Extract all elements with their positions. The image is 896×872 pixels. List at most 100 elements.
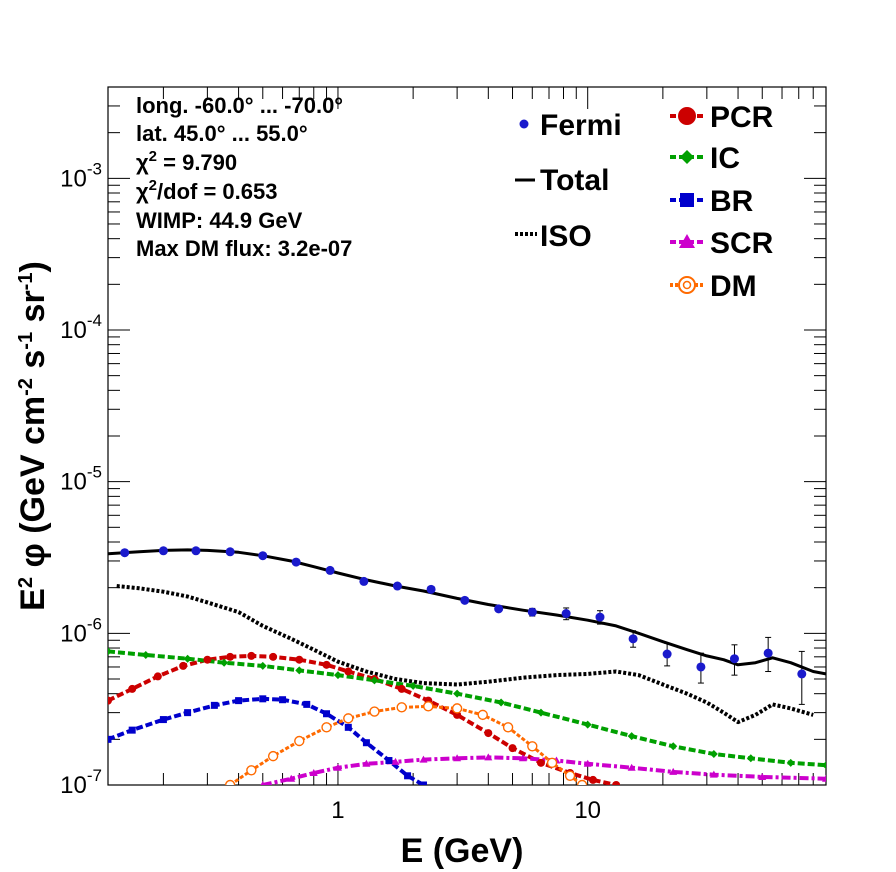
- dm-point: [423, 701, 434, 712]
- scr-point: [758, 772, 767, 780]
- fermi-point: [291, 557, 301, 567]
- br-point: [108, 735, 112, 743]
- series-layer: [108, 548, 826, 785]
- legend-br-label: BR: [710, 185, 754, 218]
- ic-point: [669, 742, 678, 751]
- pcr-point: [153, 672, 162, 681]
- br-point: [344, 723, 352, 731]
- info-max-dm: Max DM flux: 3.2e-07: [136, 236, 352, 261]
- ic-point: [627, 732, 636, 741]
- br-point: [235, 697, 243, 705]
- legend-total-label: Total: [540, 164, 609, 197]
- scr-point: [419, 755, 428, 763]
- legend-br-marker: [680, 193, 694, 207]
- pcr-point: [536, 758, 545, 767]
- pcr-point: [128, 684, 137, 693]
- ic-point: [583, 720, 592, 729]
- info-longitude: long. -60.0° ... -70.0°: [136, 93, 343, 118]
- scr-point: [362, 759, 371, 767]
- dm-point: [477, 709, 488, 721]
- fermi-point: [191, 546, 201, 556]
- br-point: [385, 757, 393, 765]
- y-tick-base: 10: [60, 772, 87, 799]
- pcr-point: [588, 775, 597, 784]
- dm-point: [564, 770, 576, 781]
- legend-ic-marker: [680, 150, 694, 164]
- x-tick-label: 10: [574, 797, 601, 824]
- chi2dof-sup: 2: [149, 177, 157, 194]
- fermi-point: [595, 612, 605, 622]
- ic-point: [822, 761, 826, 770]
- ic-point: [141, 650, 150, 659]
- dm-point: [546, 757, 558, 769]
- ic-point: [746, 754, 755, 763]
- pcr-point: [397, 684, 406, 693]
- fit-info: long. -60.0° ... -70.0° lat. 45.0° ... 5…: [136, 93, 352, 261]
- pcr-point: [295, 655, 304, 664]
- fermi-point: [120, 548, 130, 558]
- dm-point: [224, 779, 236, 785]
- br-point: [128, 726, 136, 734]
- fermi-point: [392, 581, 402, 591]
- ic-point: [183, 654, 192, 663]
- y-axis-title: E2 φ (GeV cm-2 s-1 sr-1): [14, 261, 52, 611]
- chi2-sup: 2: [149, 148, 157, 165]
- ic-point: [786, 758, 795, 767]
- legend-scr-marker: [679, 234, 695, 248]
- fermi-point: [628, 634, 638, 644]
- legend-dm-marker: [678, 276, 696, 294]
- y-tick-base: 10: [60, 469, 87, 496]
- legend-pcr-marker: [678, 107, 696, 125]
- scr-point: [333, 763, 342, 771]
- fermi-point: [527, 607, 537, 617]
- ylabel-part: ): [14, 261, 52, 272]
- chi2-value: = 9.790: [157, 150, 237, 175]
- scr-point: [309, 768, 318, 776]
- scr-point: [453, 754, 462, 762]
- legend-pcr-label: PCR: [710, 101, 774, 134]
- info-chi2-dof: χ2/dof = 0.653: [136, 177, 277, 204]
- br-point: [210, 701, 218, 709]
- scr-point: [583, 759, 592, 767]
- dm-point: [396, 702, 407, 713]
- dm-point: [576, 779, 588, 785]
- legend-ic-label: IC: [710, 142, 740, 175]
- pcr-point: [247, 651, 256, 660]
- fermi-point: [158, 546, 168, 556]
- dm-point: [502, 722, 514, 733]
- ic-point: [108, 647, 112, 656]
- chi2dof-value: /dof = 0.653: [157, 179, 277, 204]
- scr-point: [484, 753, 493, 761]
- marker-layer: [108, 546, 826, 785]
- legend-iso-label: ISO: [540, 220, 592, 253]
- br-point: [279, 696, 287, 704]
- scr-point: [391, 757, 400, 765]
- pcr-point: [269, 652, 278, 661]
- pcr-point: [322, 660, 331, 669]
- fermi-point: [325, 565, 335, 575]
- br-point: [404, 772, 412, 780]
- fermi-point: [763, 648, 773, 658]
- scr-point: [669, 767, 678, 775]
- x-axis-title: E (GeV): [401, 832, 524, 870]
- info-latitude: lat. 45.0° ... 55.0°: [136, 121, 308, 146]
- pcr-point: [179, 661, 188, 670]
- legend-fermi-label: Fermi: [540, 109, 622, 142]
- pcr-point: [612, 781, 621, 785]
- ic-point: [497, 698, 506, 707]
- pcr-point: [484, 729, 493, 738]
- legend-right: PCR IC BR SCR DM: [670, 101, 774, 303]
- scr-point: [627, 763, 636, 771]
- dm-point: [294, 735, 305, 747]
- y-tick-label: 10-6: [60, 614, 102, 647]
- info-wimp: WIMP: 44.9 GeV: [136, 208, 303, 233]
- y-tick-label: 10-3: [60, 159, 102, 192]
- ic-point: [709, 750, 718, 759]
- chi2dof-symbol: χ: [136, 179, 149, 204]
- ylabel-part: -2: [15, 378, 37, 396]
- y-tick-base: 10: [60, 317, 87, 344]
- legend-fermi-marker: [519, 119, 529, 129]
- pcr-point: [108, 696, 112, 705]
